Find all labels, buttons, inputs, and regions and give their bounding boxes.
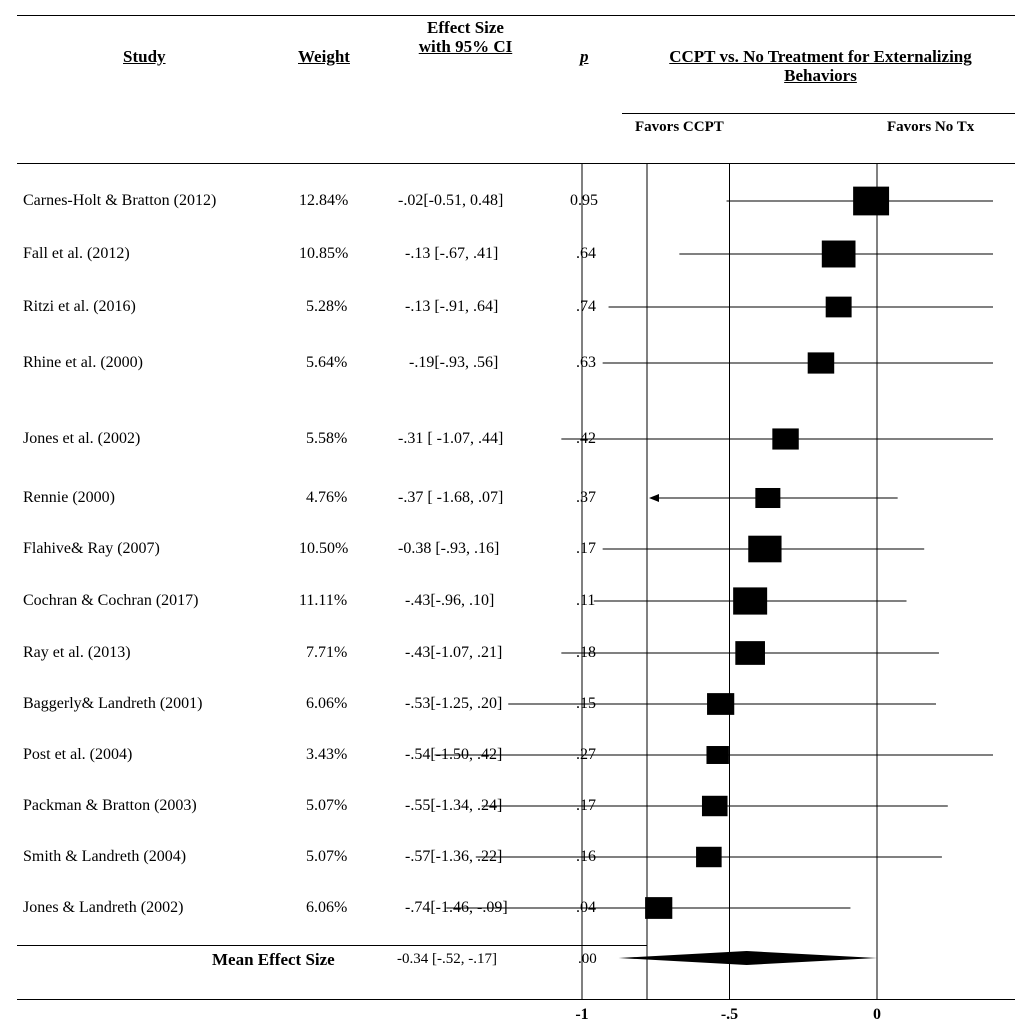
study-p: .74 (576, 298, 596, 315)
header-study: Study (123, 47, 166, 66)
study-p: .11 (576, 592, 596, 609)
study-effect-ci: -.57[-1.36, .22] (405, 848, 503, 865)
effect-square (696, 846, 722, 868)
study-weight: 10.85% (299, 245, 349, 262)
study-effect-ci: -0.38 [-.93, .16] (398, 540, 500, 557)
effect-square (772, 428, 799, 450)
study-weight: 3.43% (306, 746, 348, 763)
plot-title-line1: CCPT vs. No Treatment for Externalizing (669, 47, 972, 66)
study-name: Cochran & Cochran (2017) (23, 592, 199, 609)
study-effect-ci: -.31 [ -1.07, .44] (398, 430, 504, 447)
effect-square (733, 587, 768, 615)
effect-square (755, 487, 781, 509)
study-effect-ci: -.13 [-.91, .64] (405, 298, 499, 315)
study-weight: 4.76% (306, 489, 348, 506)
study-name: Carnes-Holt & Bratton (2012) (23, 192, 217, 209)
x-tick-label: -.5 (721, 1006, 738, 1022)
study-name: Baggerly& Landreth (2001) (23, 695, 203, 712)
header-p: p (580, 47, 589, 66)
header-bottom-rule (17, 163, 1015, 164)
effect-square (807, 352, 835, 374)
study-p: .37 (576, 489, 596, 506)
study-name: Rennie (2000) (23, 489, 115, 506)
study-name: Rhine et al. (2000) (23, 354, 143, 371)
header-effect-size-line2: with 95% CI (418, 37, 513, 56)
study-weight: 5.28% (306, 298, 348, 315)
effect-square (645, 897, 673, 919)
study-effect-ci: -.13 [-.67, .41] (405, 245, 499, 262)
study-name: Fall et al. (2012) (23, 245, 130, 262)
study-p: .17 (576, 540, 596, 557)
study-effect-ci: -.43[-.96, .10] (405, 592, 495, 609)
effect-square (748, 535, 782, 563)
ci-arrow (649, 494, 659, 502)
study-weight: 10.50% (299, 540, 349, 557)
effect-square (853, 186, 890, 216)
study-effect-ci: -.37 [ -1.68, .07] (398, 489, 504, 506)
mean-effect-ci: -0.34 [-.52, -.17] (397, 951, 497, 967)
top-rule (17, 15, 1015, 16)
study-name: Smith & Landreth (2004) (23, 848, 187, 865)
study-weight: 11.11% (299, 592, 348, 609)
study-p: .64 (576, 245, 596, 262)
header-weight: Weight (298, 47, 350, 66)
study-weight: 5.07% (306, 797, 348, 814)
study-name: Ray et al. (2013) (23, 644, 131, 661)
study-weight: 12.84% (299, 192, 349, 209)
study-weight: 7.71% (306, 644, 348, 661)
plot-title-line2: Behaviors (784, 66, 857, 85)
effect-square (701, 795, 728, 817)
study-effect-ci: -.55[-1.34, .24] (405, 797, 503, 814)
study-effect-ci: -.19[-.93, .56] (409, 354, 499, 371)
study-name: Ritzi et al. (2016) (23, 298, 136, 315)
study-name: Jones et al. (2002) (23, 430, 141, 447)
study-weight: 5.58% (306, 430, 348, 447)
header-effect-size: Effect Size with 95% CI (393, 18, 538, 56)
summary-rule (17, 945, 647, 946)
study-name: Jones & Landreth (2002) (23, 899, 184, 916)
effect-square (706, 746, 729, 764)
x-tick-label: 0 (873, 1006, 881, 1022)
study-weight: 6.06% (306, 695, 348, 712)
effect-square (735, 641, 765, 665)
study-name: Packman & Bratton (2003) (23, 797, 197, 814)
plot-title: CCPT vs. No Treatment for Externalizing … (626, 47, 1015, 85)
study-effect-ci: -.43[-1.07, .21] (405, 644, 503, 661)
effect-square (825, 296, 852, 318)
study-effect-ci: -.02[-0.51, 0.48] (398, 192, 504, 209)
effect-square (707, 693, 735, 715)
study-name: Post et al. (2004) (23, 746, 133, 763)
study-effect-ci: -.53[-1.25, .20] (405, 695, 503, 712)
mean-effect-p: .00 (578, 951, 597, 967)
study-p: .63 (576, 354, 596, 371)
bottom-rule (17, 999, 1015, 1000)
study-weight: 5.64% (306, 354, 348, 371)
study-p: 0.95 (570, 192, 598, 209)
favors-right-label: Favors No Tx (887, 119, 975, 135)
x-tick-label: -1 (575, 1006, 588, 1022)
study-weight: 5.07% (306, 848, 348, 865)
favors-left-label: Favors CCPT (635, 119, 724, 135)
header-effect-size-line1: Effect Size (427, 18, 504, 37)
favors-rule (622, 113, 1015, 114)
study-name: Flahive& Ray (2007) (23, 540, 160, 557)
effect-square (821, 240, 856, 268)
pooled-diamond (618, 951, 877, 965)
mean-effect-label: Mean Effect Size (212, 950, 335, 969)
study-weight: 6.06% (306, 899, 348, 916)
